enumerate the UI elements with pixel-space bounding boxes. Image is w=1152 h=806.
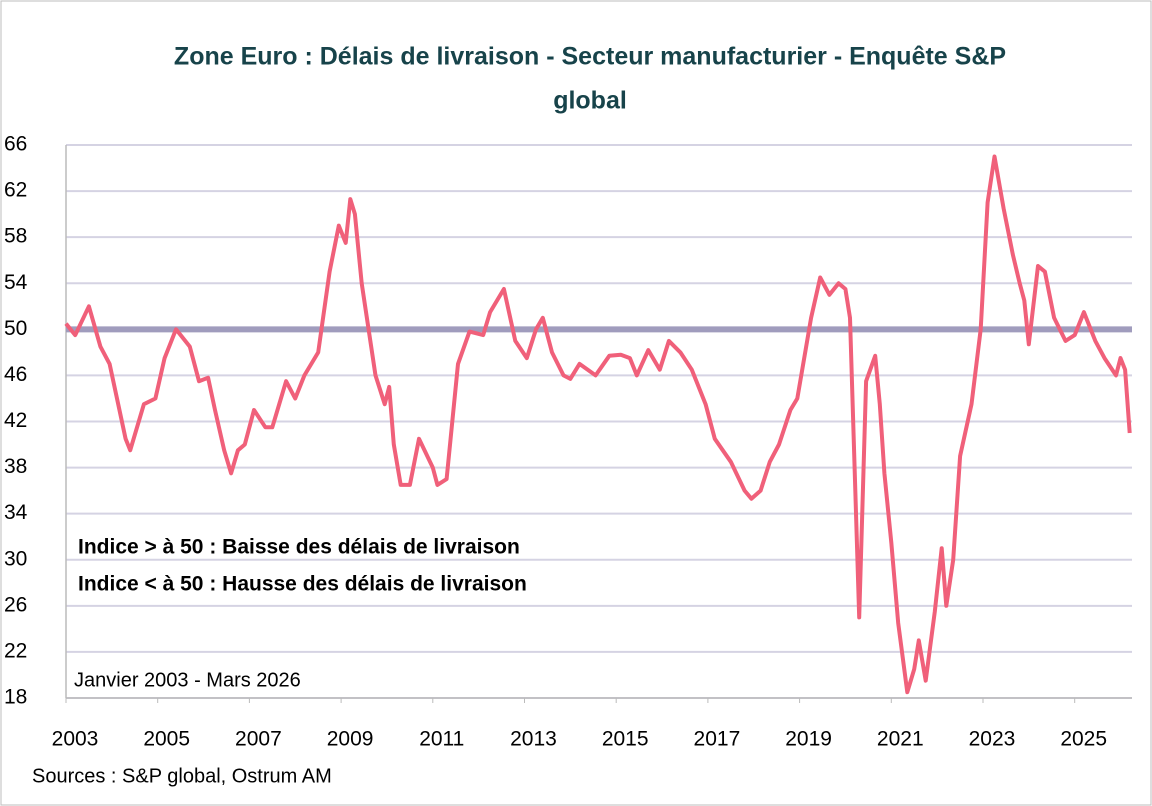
y-tick-label: 62 [4, 179, 27, 202]
data-line [64, 154, 1132, 695]
chart-title: global [553, 87, 627, 115]
x-tick-label: 2023 [969, 728, 1016, 751]
marks [64, 154, 1132, 695]
x-tick-label: 2019 [785, 728, 832, 751]
annotation: Janvier 2003 - Mars 2026 [74, 669, 301, 691]
x-tick-label: 2003 [52, 728, 99, 751]
y-tick-label: 42 [4, 409, 27, 432]
x-tick-label: 2015 [602, 728, 649, 751]
y-tick-label: 34 [4, 501, 28, 524]
y-tick-label: 18 [4, 686, 27, 709]
y-tick-label: 66 [4, 133, 27, 156]
x-tick-label: 2025 [1060, 728, 1107, 751]
annotation: Indice < à 50 : Hausse des délais de liv… [78, 573, 527, 596]
x-tick-label: 2011 [419, 728, 464, 751]
chart-title: Zone Euro : Délais de livraison - Secteu… [174, 43, 1006, 71]
y-tick-label: 58 [4, 225, 27, 248]
y-tick-label: 26 [4, 593, 27, 616]
x-tick-label: 2009 [327, 728, 374, 751]
x-tick-label: 2005 [143, 728, 190, 751]
y-tick-label: 22 [4, 639, 27, 662]
y-tick-label: 50 [4, 317, 27, 340]
y-tick-label: 38 [4, 455, 27, 478]
x-tick-label: 2013 [510, 728, 557, 751]
x-tick-label: 2017 [694, 728, 741, 751]
y-tick-label: 46 [4, 363, 27, 386]
annotation: Indice > à 50 : Baisse des délais de liv… [78, 536, 520, 559]
y-tick-label: 30 [4, 547, 27, 570]
y-tick-label: 54 [4, 271, 28, 294]
source: Sources : S&P global, Ostrum AM [32, 765, 332, 787]
x-tick-label: 2021 [877, 728, 924, 751]
x-tick-label: 2007 [235, 728, 282, 751]
